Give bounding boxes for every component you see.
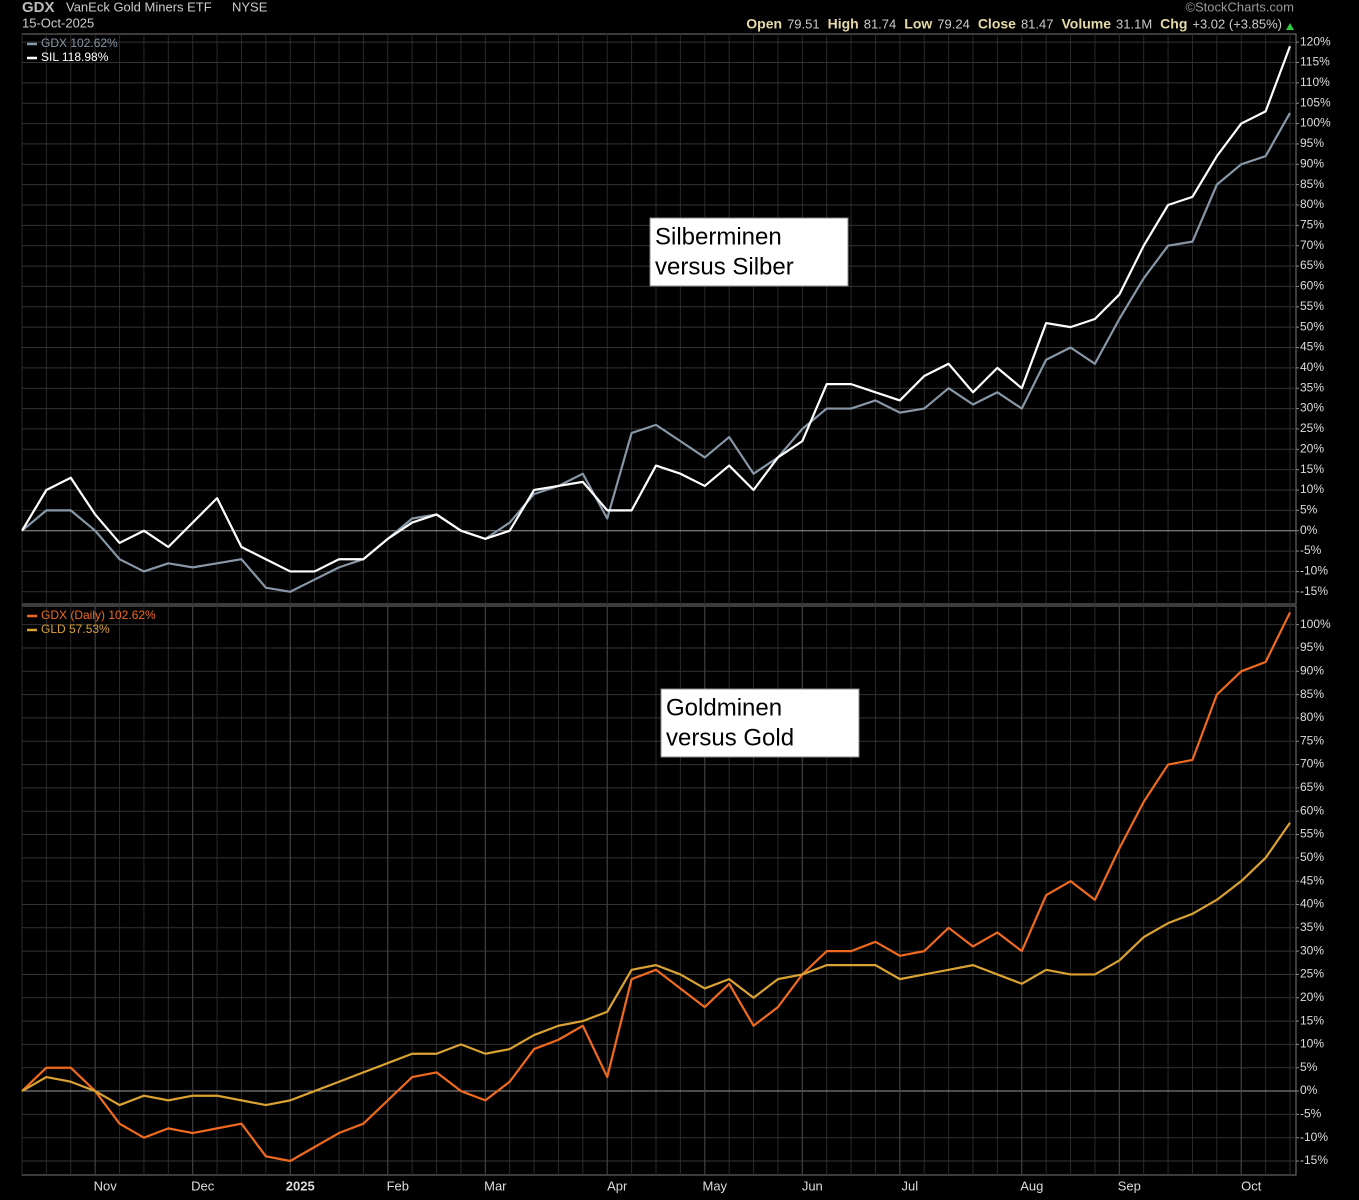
y-tick-label: 60% <box>1300 279 1324 293</box>
y-tick-label: 30% <box>1300 401 1324 415</box>
y-tick-label: 10% <box>1300 1037 1324 1051</box>
y-tick-label: 100% <box>1300 617 1331 631</box>
y-tick-label: 5% <box>1300 503 1318 517</box>
quote-label: Low <box>904 16 932 32</box>
legend-label: GDX 102.62% <box>41 36 118 50</box>
series-line <box>21 112 1291 593</box>
quote-value: 79.51 <box>787 16 820 31</box>
y-tick-label: 5% <box>1300 1060 1318 1074</box>
quote-label: Chg <box>1160 16 1187 32</box>
legend-label: GDX (Daily) 102.62% <box>41 608 156 622</box>
y-tick-label: -15% <box>1300 584 1328 598</box>
quote-value: 81.74 <box>864 16 897 31</box>
y-tick-label: 75% <box>1300 733 1324 747</box>
series-line <box>21 45 1292 573</box>
quote-value: 79.24 <box>937 16 970 31</box>
series-line <box>21 611 1291 1163</box>
y-tick-label: 15% <box>1300 1013 1324 1027</box>
y-tick-label: 45% <box>1300 340 1324 354</box>
quote-label: High <box>828 16 859 32</box>
y-tick-label: 80% <box>1300 710 1324 724</box>
annotation-text: versus Gold <box>666 724 794 751</box>
y-tick-label: 55% <box>1300 827 1324 841</box>
y-tick-label: 55% <box>1300 299 1324 313</box>
y-tick-label: 70% <box>1300 757 1324 771</box>
quote-label: Volume <box>1061 16 1111 32</box>
fund-name: VanEck Gold Miners ETF <box>66 0 212 14</box>
x-tick-label: Jun <box>802 1178 823 1193</box>
y-tick-label: 90% <box>1300 663 1324 677</box>
y-tick-label: 10% <box>1300 482 1324 496</box>
quote-value: +3.02 (+3.85%) <box>1192 16 1282 31</box>
exchange: NYSE <box>232 0 268 14</box>
y-tick-label: -5% <box>1300 543 1322 557</box>
x-tick-label: May <box>702 1178 727 1193</box>
y-tick-label: -15% <box>1300 1153 1328 1167</box>
quote-value: 81.47 <box>1021 16 1054 31</box>
y-tick-label: 60% <box>1300 803 1324 817</box>
y-tick-label: 110% <box>1300 75 1330 89</box>
x-tick-label: Nov <box>94 1178 118 1193</box>
annotation-text: Goldminen <box>666 694 782 721</box>
y-tick-label: 65% <box>1300 780 1324 794</box>
x-tick-label: Oct <box>1241 1178 1262 1193</box>
y-tick-label: 35% <box>1300 920 1324 934</box>
x-tick-label: Dec <box>191 1178 215 1193</box>
y-tick-label: -10% <box>1300 1130 1328 1144</box>
series-line <box>21 822 1291 1107</box>
y-tick-label: 0% <box>1300 523 1318 537</box>
y-tick-label: -10% <box>1300 564 1328 578</box>
y-tick-label: 70% <box>1300 238 1324 252</box>
y-tick-label: 25% <box>1300 421 1324 435</box>
x-tick-label: 2025 <box>286 1178 315 1193</box>
x-tick-label: Aug <box>1020 1178 1043 1193</box>
x-tick-label: Apr <box>607 1178 628 1193</box>
x-tick-label: Feb <box>387 1178 409 1193</box>
legend-label: SIL 118.98% <box>41 50 109 64</box>
symbol: GDX <box>22 0 55 16</box>
y-tick-label: 40% <box>1300 897 1324 911</box>
y-tick-label: 40% <box>1300 360 1324 374</box>
x-tick-label: Mar <box>484 1178 507 1193</box>
annotation-box <box>649 217 849 287</box>
y-tick-label: 35% <box>1300 380 1324 394</box>
y-tick-label: 20% <box>1300 990 1324 1004</box>
annotation-text: Silberminen <box>655 223 782 250</box>
y-tick-label: 95% <box>1300 640 1324 654</box>
y-tick-label: -5% <box>1300 1107 1322 1121</box>
y-tick-label: 15% <box>1300 462 1324 476</box>
date: 15-Oct-2025 <box>22 15 94 30</box>
y-tick-label: 105% <box>1300 95 1331 109</box>
y-tick-label: 45% <box>1300 873 1324 887</box>
y-tick-label: 90% <box>1300 156 1324 170</box>
y-tick-label: 100% <box>1300 116 1331 130</box>
legend-label: GLD 57.53% <box>41 622 110 636</box>
y-tick-label: 80% <box>1300 197 1324 211</box>
y-tick-label: 120% <box>1300 34 1331 48</box>
quote-label: Open <box>746 16 782 32</box>
y-tick-label: 75% <box>1300 218 1324 232</box>
quote-value: 31.1M <box>1116 16 1152 31</box>
y-tick-label: 0% <box>1300 1083 1318 1097</box>
y-tick-label: 85% <box>1300 687 1324 701</box>
quote-label: Close <box>978 16 1016 32</box>
x-tick-label: Jul <box>902 1178 919 1193</box>
y-tick-label: 20% <box>1300 441 1324 455</box>
y-tick-label: 115% <box>1300 55 1330 69</box>
y-tick-label: 50% <box>1300 850 1324 864</box>
source: ©StockCharts.com <box>1185 0 1294 14</box>
x-tick-label: Sep <box>1118 1178 1141 1193</box>
y-tick-label: 30% <box>1300 943 1324 957</box>
y-tick-label: 25% <box>1300 967 1324 981</box>
up-arrow <box>1286 23 1294 30</box>
y-tick-label: 65% <box>1300 258 1324 272</box>
annotation-box <box>660 688 860 758</box>
annotation-text: versus Silber <box>655 253 794 280</box>
y-tick-label: 50% <box>1300 319 1324 333</box>
y-tick-label: 85% <box>1300 177 1324 191</box>
y-tick-label: 95% <box>1300 136 1324 150</box>
